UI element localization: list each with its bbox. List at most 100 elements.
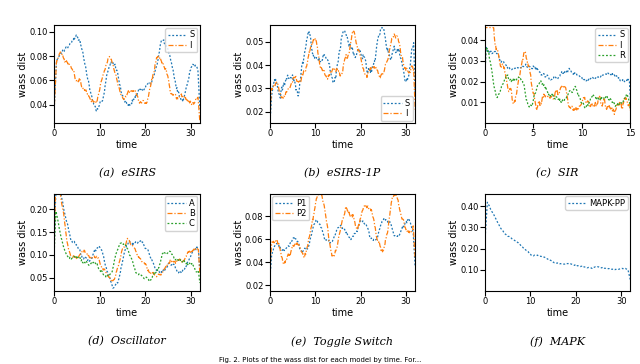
S xyxy=(568,71,576,75)
S xyxy=(568,70,575,75)
MAPK-PP xyxy=(568,262,576,266)
I xyxy=(568,104,576,108)
I xyxy=(353,42,360,47)
I xyxy=(614,103,621,107)
R xyxy=(604,95,612,100)
R xyxy=(481,75,489,80)
A xyxy=(52,192,60,196)
B xyxy=(174,258,182,263)
P2 xyxy=(266,270,273,274)
Y-axis label: wass dist: wass dist xyxy=(234,52,244,97)
Line: A: A xyxy=(54,194,200,288)
P2 xyxy=(355,224,363,228)
Text: (e)  Toggle Switch: (e) Toggle Switch xyxy=(291,336,394,347)
MAPK-PP xyxy=(568,262,575,266)
Line: R: R xyxy=(485,48,630,110)
S xyxy=(627,97,634,101)
S xyxy=(51,103,58,107)
I xyxy=(140,99,148,104)
I xyxy=(349,28,356,33)
Line: P1: P1 xyxy=(269,218,415,280)
Line: P2: P2 xyxy=(269,195,415,272)
S xyxy=(92,109,100,113)
I xyxy=(389,35,397,40)
S xyxy=(196,107,204,111)
I xyxy=(266,112,274,116)
A xyxy=(174,270,182,275)
S xyxy=(138,87,146,92)
S xyxy=(398,61,406,65)
P2 xyxy=(353,226,360,230)
P2 xyxy=(389,194,397,199)
A xyxy=(51,218,59,223)
MAPK-PP xyxy=(627,278,634,282)
Line: B: B xyxy=(54,194,200,281)
MAPK-PP xyxy=(604,266,612,271)
B xyxy=(138,260,146,264)
R xyxy=(483,46,491,51)
P1 xyxy=(412,265,419,269)
A xyxy=(184,261,191,266)
S xyxy=(355,47,362,51)
S xyxy=(184,82,191,86)
X-axis label: time: time xyxy=(547,140,569,150)
Text: (f)  MAPK: (f) MAPK xyxy=(530,336,585,347)
S xyxy=(481,76,489,80)
I xyxy=(137,100,145,104)
P1 xyxy=(398,226,406,231)
X-axis label: time: time xyxy=(116,140,138,150)
MAPK-PP xyxy=(481,231,489,235)
R xyxy=(627,108,634,112)
I xyxy=(627,108,634,113)
B xyxy=(138,259,145,264)
Legend: MAPK-PP: MAPK-PP xyxy=(565,196,628,210)
X-axis label: time: time xyxy=(116,308,138,318)
Line: MAPK-PP: MAPK-PP xyxy=(485,202,630,280)
Y-axis label: wass dist: wass dist xyxy=(19,52,28,97)
Legend: A, B, C: A, B, C xyxy=(165,196,197,230)
P1 xyxy=(389,229,397,233)
C xyxy=(52,209,60,213)
I xyxy=(482,25,490,30)
P1 xyxy=(352,230,360,235)
Y-axis label: wass dist: wass dist xyxy=(234,220,244,265)
I xyxy=(398,55,406,59)
P1 xyxy=(353,230,360,234)
B xyxy=(184,252,191,256)
S xyxy=(613,75,621,79)
R xyxy=(481,61,489,65)
C xyxy=(51,246,58,250)
I xyxy=(51,103,58,107)
P1 xyxy=(266,272,274,276)
C xyxy=(173,258,181,262)
R xyxy=(571,85,579,89)
A xyxy=(138,240,146,244)
S xyxy=(174,91,182,95)
C xyxy=(137,273,145,277)
B xyxy=(51,211,59,216)
X-axis label: time: time xyxy=(332,140,353,150)
Legend: P1, P2: P1, P2 xyxy=(272,196,309,220)
Line: I: I xyxy=(54,52,200,122)
I xyxy=(355,49,363,54)
C xyxy=(183,260,191,265)
R xyxy=(568,90,575,94)
I xyxy=(196,119,204,124)
Line: I: I xyxy=(269,31,415,121)
Y-axis label: wass dist: wass dist xyxy=(449,220,459,265)
Y-axis label: wass dist: wass dist xyxy=(449,52,459,97)
C xyxy=(138,273,145,278)
I xyxy=(604,103,612,108)
S xyxy=(266,119,273,123)
P2 xyxy=(314,193,322,197)
P2 xyxy=(266,263,274,268)
I xyxy=(571,109,579,113)
I xyxy=(56,50,64,54)
Line: S: S xyxy=(54,35,200,111)
MAPK-PP xyxy=(571,263,579,268)
Legend: S, I: S, I xyxy=(381,96,413,121)
A xyxy=(196,270,204,274)
Line: S: S xyxy=(485,47,630,99)
A xyxy=(51,235,58,240)
Text: (c)  SIR: (c) SIR xyxy=(536,168,579,178)
